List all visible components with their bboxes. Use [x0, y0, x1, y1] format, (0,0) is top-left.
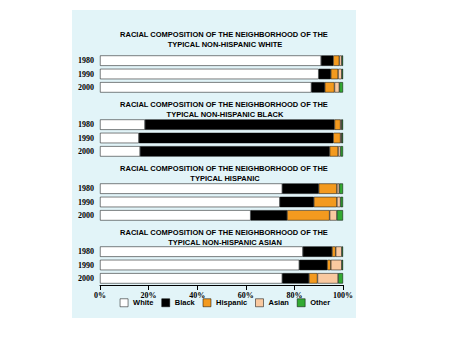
svg-text:40%: 40% — [189, 290, 206, 300]
svg-text:60%: 60% — [237, 290, 254, 300]
svg-text:1990: 1990 — [78, 261, 94, 270]
svg-text:2000: 2000 — [78, 83, 94, 92]
svg-text:Black: Black — [175, 298, 196, 307]
svg-text:RACIAL COMPOSITION OF THE NEIG: RACIAL COMPOSITION OF THE NEIGHBORHOOD O… — [120, 30, 330, 39]
svg-text:Other: Other — [310, 298, 330, 307]
svg-text:2000: 2000 — [78, 274, 94, 283]
svg-text:1990: 1990 — [78, 70, 94, 79]
svg-text:1990: 1990 — [78, 198, 94, 207]
svg-text:RACIAL COMPOSITION OF THE NEIG: RACIAL COMPOSITION OF THE NEIGHBORHOOD O… — [120, 100, 330, 109]
svg-text:Asian: Asian — [269, 298, 290, 307]
svg-text:1980: 1980 — [78, 56, 94, 65]
svg-text:80%: 80% — [286, 290, 303, 300]
svg-text:RACIAL COMPOSITION OF THE NEIG: RACIAL COMPOSITION OF THE NEIGHBORHOOD O… — [120, 164, 330, 173]
svg-text:TYPICAL HISPANIC: TYPICAL HISPANIC — [190, 174, 260, 183]
svg-text:0%: 0% — [94, 291, 106, 300]
svg-text:1980: 1980 — [78, 120, 94, 129]
svg-text:2000: 2000 — [78, 147, 94, 156]
svg-text:1980: 1980 — [78, 247, 94, 256]
svg-text:RACIAL COMPOSITION OF THE NEIG: RACIAL COMPOSITION OF THE NEIGHBORHOOD O… — [120, 228, 330, 237]
svg-text:1980: 1980 — [78, 184, 94, 193]
svg-text:2000: 2000 — [78, 211, 94, 220]
svg-text:TYPICAL NON-HISPANIC BLACK: TYPICAL NON-HISPANIC BLACK — [167, 110, 284, 119]
svg-text:Hispanic: Hispanic — [216, 298, 247, 307]
svg-text:TYPICAL NON-HISPANIC ASIAN: TYPICAL NON-HISPANIC ASIAN — [168, 238, 282, 247]
svg-text:20%: 20% — [140, 290, 157, 300]
svg-text:100%: 100% — [333, 291, 353, 300]
svg-text:TYPICAL NON-HISPANIC WHITE: TYPICAL NON-HISPANIC WHITE — [168, 40, 283, 49]
svg-text:White: White — [133, 298, 153, 307]
svg-text:1990: 1990 — [78, 134, 94, 143]
